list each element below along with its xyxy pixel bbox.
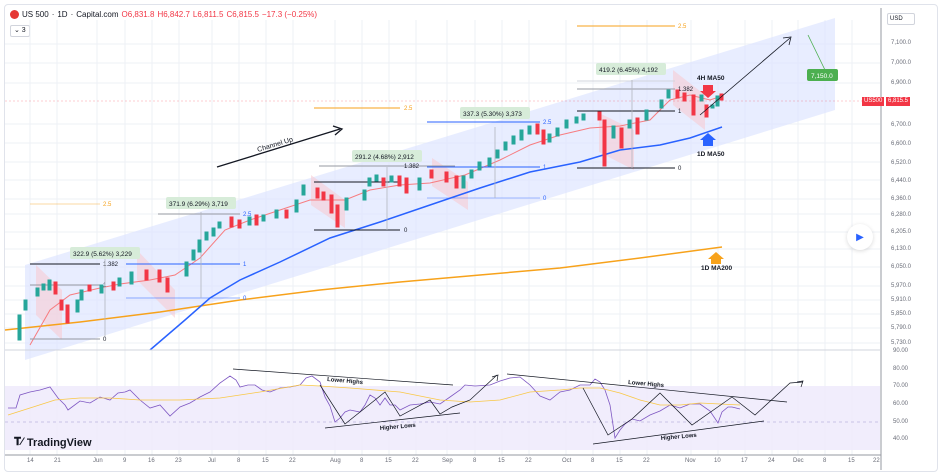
- symbol-logo-icon: [10, 10, 19, 19]
- svg-text:371.9 (6.29%) 3,719: 371.9 (6.29%) 3,719: [169, 201, 228, 208]
- high-value: H6,842.7: [157, 10, 190, 19]
- svg-text:2.5: 2.5: [543, 120, 552, 126]
- scroll-to-realtime-button[interactable]: ▶: [847, 224, 873, 250]
- target-badge: [807, 69, 838, 81]
- svg-text:1D MA200: 1D MA200: [701, 265, 732, 272]
- svg-text:2.5: 2.5: [678, 24, 687, 30]
- svg-text:Higher Lows: Higher Lows: [661, 433, 698, 442]
- symbol-price-tag: US500: [862, 97, 885, 106]
- svg-text:2.5: 2.5: [243, 212, 252, 218]
- ma200-line: [4, 246, 723, 331]
- rsi-band: [5, 386, 880, 450]
- svg-text:1: 1: [678, 109, 682, 115]
- svg-text:1D MA50: 1D MA50: [697, 151, 725, 158]
- svg-text:7,150.0: 7,150.0: [811, 73, 833, 80]
- svg-text:1.382: 1.382: [678, 87, 694, 93]
- rsi-line: [8, 375, 741, 440]
- indicators-toggle-button[interactable]: ⌄ 3: [10, 25, 30, 37]
- close-value: C6,815.5: [226, 10, 259, 19]
- svg-text:419.2 (6.45%) 4,192: 419.2 (6.45%) 4,192: [599, 67, 658, 74]
- svg-text:1: 1: [243, 262, 247, 268]
- svg-text:1: 1: [543, 165, 547, 171]
- broker: Capital.com: [76, 10, 119, 19]
- projection-arrow: [699, 37, 791, 116]
- svg-text:322.9 (5.62%) 3,229: 322.9 (5.62%) 3,229: [73, 251, 132, 258]
- interval[interactable]: 1D: [57, 10, 68, 19]
- play-icon: ▶: [856, 231, 864, 243]
- tradingview-mark-icon: 𝐓⁄: [14, 436, 23, 448]
- svg-text:Lower Highs: Lower Highs: [628, 380, 665, 389]
- tradingview-logo[interactable]: 𝐓⁄ TradingView: [14, 436, 92, 449]
- channel-arrow: [216, 128, 341, 168]
- svg-text:2.5: 2.5: [103, 202, 112, 208]
- measure-labels: 322.9 (5.62%) 3,229 371.9 (6.29%) 3,719 …: [70, 63, 666, 259]
- svg-text:Lower Highs: Lower Highs: [327, 377, 364, 386]
- svg-text:337.3 (5.30%) 3,373: 337.3 (5.30%) 3,373: [463, 111, 522, 118]
- channel-up-band: [25, 18, 835, 360]
- svg-text:0: 0: [103, 337, 107, 343]
- svg-text:0: 0: [543, 196, 547, 202]
- svg-text:1.382: 1.382: [404, 164, 420, 170]
- measure-lines: [104, 80, 633, 338]
- svg-text:4H MA50: 4H MA50: [697, 75, 725, 82]
- svg-text:2.5: 2.5: [404, 106, 413, 112]
- svg-text:0: 0: [404, 228, 408, 234]
- change-value: −17.3 (−0.25%): [261, 10, 318, 19]
- ma50-line: [149, 126, 723, 351]
- currency-selector[interactable]: USD: [887, 13, 915, 25]
- fib-levels: [30, 25, 675, 340]
- symbol-header: US 500 · 1D · Capital.com O6,831.8 H6,84…: [10, 10, 317, 19]
- rsi-ma-line: [7, 384, 741, 416]
- svg-text:0: 0: [243, 296, 247, 302]
- ma50-arrow-icon: [700, 133, 716, 146]
- ma4h-arrow-icon: [700, 85, 716, 98]
- svg-text:291.2 (4.68%) 2,912: 291.2 (4.68%) 2,912: [355, 154, 414, 161]
- svg-text:Higher Lows: Higher Lows: [380, 423, 417, 432]
- candles: [17, 89, 724, 341]
- svg-text:0: 0: [678, 166, 682, 172]
- svg-text:1.382: 1.382: [103, 262, 119, 268]
- rsi-trendlines: [232, 368, 804, 445]
- symbol-name[interactable]: US 500: [22, 10, 49, 19]
- open-value: O6,831.8: [121, 10, 155, 19]
- current-price-tag: 6,815.5: [886, 97, 911, 106]
- low-value: L6,811.5: [192, 10, 224, 19]
- ma200-arrow-icon: [708, 252, 724, 264]
